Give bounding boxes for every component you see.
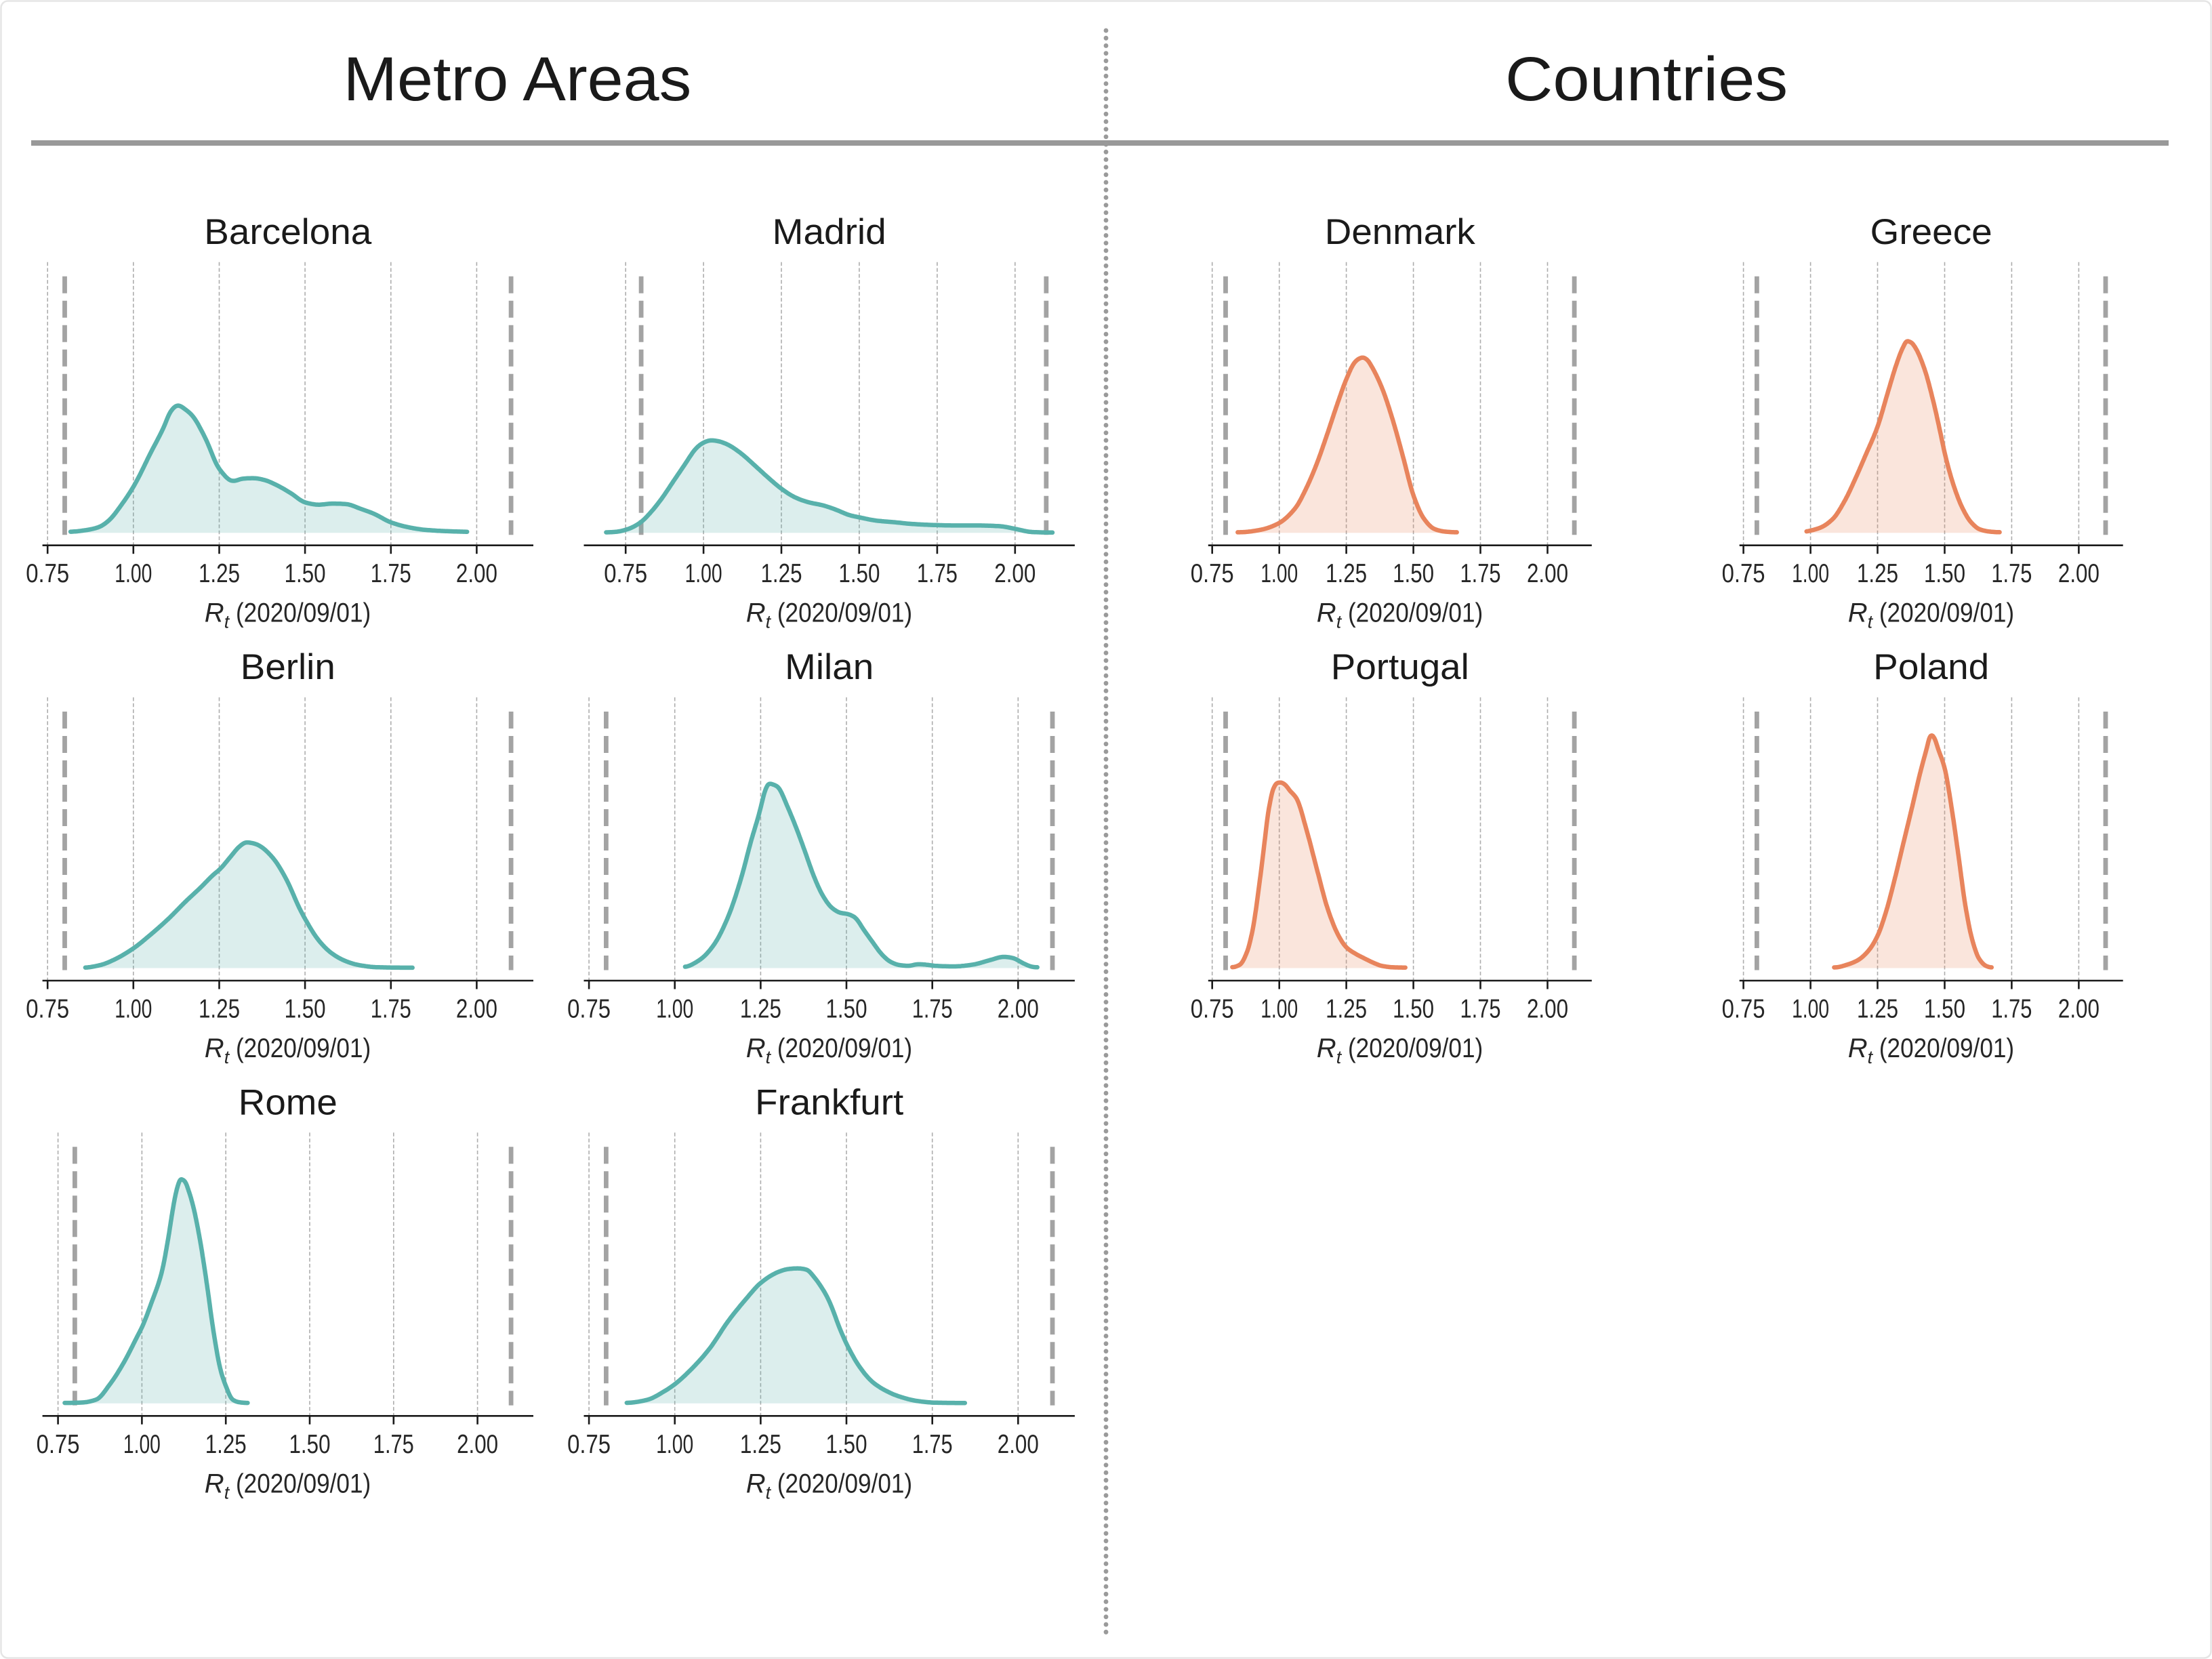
svg-text:1.25: 1.25 — [761, 559, 802, 588]
svg-text:Frankfurt: Frankfurt — [755, 1083, 903, 1123]
svg-text:1.25: 1.25 — [199, 995, 240, 1024]
svg-text:1.75: 1.75 — [917, 559, 958, 588]
svg-text:1.00: 1.00 — [115, 995, 152, 1024]
svg-text:0.75: 0.75 — [604, 559, 647, 588]
svg-text:Rt (2020/09/01): Rt (2020/09/01) — [205, 1033, 371, 1067]
svg-text:2.00: 2.00 — [457, 1430, 498, 1459]
svg-text:1.75: 1.75 — [371, 995, 411, 1024]
svg-text:1.50: 1.50 — [1924, 559, 1965, 588]
svg-text:Rt (2020/09/01): Rt (2020/09/01) — [1848, 598, 2014, 632]
svg-text:Metro Areas: Metro Areas — [344, 45, 692, 114]
svg-text:Rt (2020/09/01): Rt (2020/09/01) — [746, 1469, 912, 1502]
svg-text:0.75: 0.75 — [26, 559, 69, 588]
svg-text:1.25: 1.25 — [1857, 559, 1898, 588]
svg-text:1.75: 1.75 — [1460, 559, 1501, 588]
svg-text:0.75: 0.75 — [1722, 995, 1765, 1024]
svg-text:2.00: 2.00 — [2058, 559, 2100, 588]
svg-text:Countries: Countries — [1505, 45, 1788, 114]
svg-text:1.00: 1.00 — [685, 559, 722, 588]
svg-text:1.50: 1.50 — [826, 995, 867, 1024]
svg-text:1.75: 1.75 — [912, 995, 953, 1024]
svg-text:Rt (2020/09/01): Rt (2020/09/01) — [1848, 1033, 2014, 1067]
svg-text:2.00: 2.00 — [2058, 995, 2100, 1024]
svg-text:1.00: 1.00 — [1792, 995, 1829, 1024]
svg-text:2.00: 2.00 — [998, 995, 1039, 1024]
svg-text:Greece: Greece — [1870, 212, 1992, 252]
svg-text:0.75: 0.75 — [567, 1430, 611, 1459]
svg-text:2.00: 2.00 — [1527, 559, 1568, 588]
svg-text:1.25: 1.25 — [199, 559, 240, 588]
svg-text:1.75: 1.75 — [912, 1430, 953, 1459]
svg-text:0.75: 0.75 — [37, 1430, 80, 1459]
svg-text:1.25: 1.25 — [1857, 995, 1898, 1024]
svg-text:Denmark: Denmark — [1325, 212, 1476, 252]
svg-text:1.50: 1.50 — [1393, 559, 1434, 588]
svg-text:1.50: 1.50 — [826, 1430, 867, 1459]
svg-text:Rt (2020/09/01): Rt (2020/09/01) — [746, 1033, 912, 1067]
svg-text:Rt (2020/09/01): Rt (2020/09/01) — [1317, 1033, 1483, 1067]
svg-text:0.75: 0.75 — [567, 995, 611, 1024]
svg-text:2.00: 2.00 — [1527, 995, 1568, 1024]
svg-text:Portugal: Portugal — [1331, 647, 1469, 687]
svg-text:2.00: 2.00 — [456, 559, 497, 588]
svg-text:1.00: 1.00 — [123, 1430, 161, 1459]
svg-text:1.75: 1.75 — [1991, 559, 2032, 588]
svg-text:0.75: 0.75 — [26, 995, 69, 1024]
svg-text:Rt (2020/09/01): Rt (2020/09/01) — [205, 598, 371, 632]
svg-text:1.50: 1.50 — [285, 559, 326, 588]
svg-text:1.25: 1.25 — [1326, 559, 1367, 588]
svg-text:1.50: 1.50 — [838, 559, 880, 588]
svg-text:1.50: 1.50 — [1393, 995, 1434, 1024]
svg-text:1.00: 1.00 — [115, 559, 152, 588]
svg-text:2.00: 2.00 — [994, 559, 1036, 588]
svg-text:1.25: 1.25 — [740, 1430, 781, 1459]
svg-text:Poland: Poland — [1873, 647, 1989, 687]
svg-text:Rome: Rome — [239, 1083, 337, 1123]
svg-text:Madrid: Madrid — [773, 212, 886, 252]
svg-text:Barcelona: Barcelona — [204, 212, 372, 252]
svg-text:1.25: 1.25 — [1326, 995, 1367, 1024]
svg-text:1.75: 1.75 — [373, 1430, 414, 1459]
svg-text:Berlin: Berlin — [241, 647, 335, 687]
svg-text:2.00: 2.00 — [456, 995, 497, 1024]
svg-text:1.50: 1.50 — [289, 1430, 331, 1459]
svg-text:1.00: 1.00 — [1261, 995, 1298, 1024]
svg-text:1.00: 1.00 — [1261, 559, 1298, 588]
svg-text:2.00: 2.00 — [998, 1430, 1039, 1459]
svg-text:Rt (2020/09/01): Rt (2020/09/01) — [205, 1469, 371, 1502]
svg-text:0.75: 0.75 — [1191, 995, 1234, 1024]
svg-text:Rt (2020/09/01): Rt (2020/09/01) — [1317, 598, 1483, 632]
svg-text:1.50: 1.50 — [285, 995, 326, 1024]
svg-text:1.50: 1.50 — [1924, 995, 1965, 1024]
svg-text:Rt (2020/09/01): Rt (2020/09/01) — [746, 598, 912, 632]
svg-text:1.25: 1.25 — [740, 995, 781, 1024]
svg-text:1.75: 1.75 — [371, 559, 411, 588]
svg-text:1.00: 1.00 — [656, 995, 693, 1024]
svg-text:0.75: 0.75 — [1722, 559, 1765, 588]
svg-text:1.00: 1.00 — [656, 1430, 693, 1459]
svg-text:Milan: Milan — [785, 647, 874, 687]
svg-text:1.75: 1.75 — [1460, 995, 1501, 1024]
svg-text:1.25: 1.25 — [205, 1430, 247, 1459]
svg-text:1.00: 1.00 — [1792, 559, 1829, 588]
svg-text:1.75: 1.75 — [1991, 995, 2032, 1024]
svg-text:0.75: 0.75 — [1191, 559, 1234, 588]
